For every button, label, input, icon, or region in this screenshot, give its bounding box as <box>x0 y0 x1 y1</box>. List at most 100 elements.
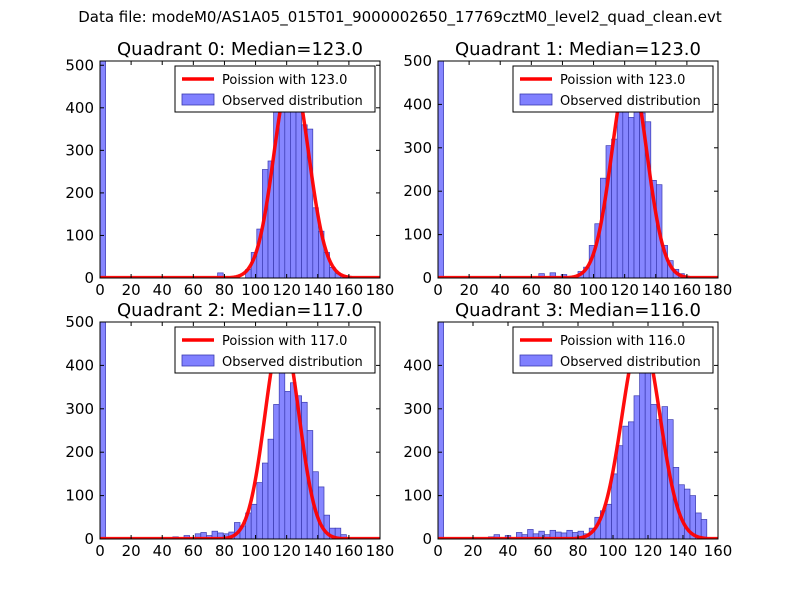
x-tick-label: 60 <box>184 542 203 560</box>
y-tick-label: 100 <box>65 226 94 244</box>
x-tick-label: 20 <box>463 542 482 560</box>
x-tick-label: 140 <box>303 281 332 299</box>
legend-observed-label: Observed distribution <box>222 94 363 109</box>
x-tick-label: 60 <box>184 281 203 299</box>
histogram-bar <box>628 421 635 539</box>
x-tick-label: 0 <box>433 281 443 299</box>
histogram-bar <box>438 61 444 278</box>
histogram-bar <box>622 86 629 278</box>
quadrant-1-plot-area <box>438 61 718 278</box>
histogram-bar <box>256 482 263 539</box>
y-tick-label: 100 <box>403 487 432 505</box>
legend-poisson-label: Poission with 123.0 <box>560 73 685 88</box>
x-tick-label: 60 <box>522 281 541 299</box>
legend-box <box>174 65 376 113</box>
x-tick-label: 120 <box>634 542 663 560</box>
legend-observed-label: Observed distribution <box>560 94 701 109</box>
x-tick-label: 20 <box>122 542 141 560</box>
x-tick-label: 80 <box>568 542 587 560</box>
y-tick-label: 300 <box>403 400 432 418</box>
x-tick-label: 40 <box>153 542 172 560</box>
histogram-bar <box>639 356 646 539</box>
y-tick-label: 400 <box>65 99 94 117</box>
quadrant-2-plot-area <box>100 322 380 539</box>
legend-bar-swatch <box>181 354 215 367</box>
x-tick-label: 40 <box>491 281 510 299</box>
quadrant-3-panel: 0 20 40 60 80 100 120 140 160 0 100 200 300 400 Quadra… <box>403 300 732 560</box>
y-tick-label: 400 <box>65 356 94 374</box>
quadrant-3-legend: Poission with 116.0 Observed distribution <box>512 326 714 374</box>
histogram-bar <box>262 462 269 539</box>
legend-poisson-label: Poission with 123.0 <box>222 73 347 88</box>
x-tick-label: 140 <box>669 542 698 560</box>
histogram-bar <box>438 322 444 539</box>
histogram-bar <box>644 349 652 539</box>
y-tick-label: 400 <box>403 356 432 374</box>
histogram-bar <box>100 322 106 539</box>
x-tick-label: 40 <box>153 281 172 299</box>
y-tick-label: 0 <box>84 530 94 548</box>
y-tick-label: 100 <box>403 226 432 244</box>
histogram-bar <box>284 391 291 539</box>
quadrant-1-panel: 0 20 40 60 80 100 120 140 160 1800100200300400500… <box>403 39 732 299</box>
y-tick-label: 500 <box>65 313 94 331</box>
x-tick-label: 0 <box>95 281 105 299</box>
x-tick-label: 180 <box>704 281 733 299</box>
y-tick-label: 300 <box>65 141 94 159</box>
x-tick-label: 60 <box>533 542 552 560</box>
x-tick-label: 120 <box>610 281 639 299</box>
figure-title: Data file: modeM0/AS1A05_015T01_90000026… <box>78 8 722 26</box>
histogram-bar <box>273 404 280 539</box>
x-tick-label: 160 <box>673 281 702 299</box>
x-tick-label: 160 <box>335 542 364 560</box>
x-tick-label: 140 <box>303 542 332 560</box>
legend-poisson-label: Poission with 117.0 <box>222 334 347 349</box>
histogram-bar <box>250 503 258 539</box>
x-tick-label: 100 <box>599 542 628 560</box>
y-tick-label: 200 <box>65 443 94 461</box>
histogram-bar <box>278 352 286 539</box>
histogram-bar <box>605 503 612 539</box>
histogram-bar <box>290 382 297 539</box>
x-tick-label: 40 <box>498 542 517 560</box>
quadrant-1-title: Quadrant 1: Median=123.0 <box>455 39 701 60</box>
histogram-bar <box>616 110 624 278</box>
y-tick-label: 300 <box>403 139 432 157</box>
legend-poisson-label: Poission with 116.0 <box>560 334 685 349</box>
x-tick-label: 160 <box>335 281 364 299</box>
x-tick-label: 80 <box>215 281 234 299</box>
histogram-bar <box>334 527 342 539</box>
quadrant-2-title: Quadrant 2: Median=117.0 <box>117 300 363 321</box>
histogram-bar <box>295 98 302 278</box>
axes-frame <box>437 60 719 279</box>
histogram-bar <box>318 486 325 539</box>
legend-bar-swatch <box>519 354 553 367</box>
x-tick-label: 0 <box>433 542 443 560</box>
histogram-bar <box>656 419 663 539</box>
y-tick-label: 500 <box>403 52 432 70</box>
y-tick-label: 300 <box>65 400 94 418</box>
histogram-bar <box>100 61 106 278</box>
y-tick-label: 500 <box>65 56 94 74</box>
legend-bar-swatch <box>181 93 215 106</box>
y-tick-label: 0 <box>422 530 432 548</box>
y-tick-label: 100 <box>65 487 94 505</box>
quadrant-1-legend: Poission with 123.0 Observed distribution <box>512 65 714 113</box>
quadrant-0-panel: 0 20 40 60 80 100 120 140 160 1800100200300400500… <box>65 39 394 299</box>
x-tick-label: 120 <box>272 542 301 560</box>
quadrant-2-panel: 0 20 40 60 80 100 120 140 160 1800100200300400500… <box>65 300 394 560</box>
quadrant-0-title: Quadrant 0: Median=123.0 <box>117 39 363 60</box>
x-tick-label: 100 <box>241 542 270 560</box>
histogram-bar <box>306 128 314 278</box>
histogram-bar <box>611 473 618 539</box>
quadrant-2-legend: Poission with 117.0 Observed distribution <box>174 326 376 374</box>
legend-bar-swatch <box>519 93 553 106</box>
x-tick-label: 120 <box>272 281 301 299</box>
legend-observed-label: Observed distribution <box>222 355 363 370</box>
x-tick-label: 180 <box>366 281 395 299</box>
x-tick-label: 140 <box>641 281 670 299</box>
x-tick-label: 160 <box>704 542 733 560</box>
histogram-bar <box>616 445 624 539</box>
legend-observed-label: Observed distribution <box>560 355 701 370</box>
